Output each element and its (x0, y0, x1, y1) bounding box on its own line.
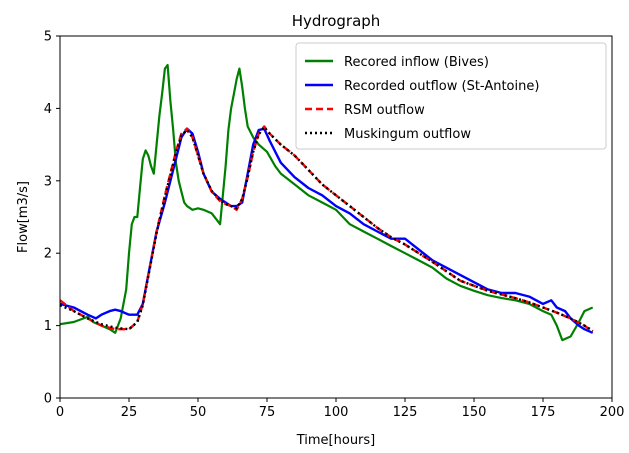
chart-title: Hydrograph (292, 12, 381, 30)
y-axis-label: Flow[m3/s] (16, 181, 31, 253)
legend-label-2: Recorded outflow (St-Antoine) (344, 79, 539, 94)
y-axis: 0 1 2 3 4 5 (44, 30, 60, 407)
plot-lines (59, 63, 594, 342)
legend-label-3: RSM outflow (344, 103, 425, 118)
x-axis: 0 25 50 75 100 125 150 175 200 (56, 398, 625, 420)
series-line-1 (59, 63, 594, 342)
legend-box (295, 42, 607, 150)
x-tick-label: 175 (531, 405, 556, 420)
legend-entries: Recored inflow (Bives) Recorded outflow (… (305, 55, 539, 142)
x-tick-label: 0 (56, 405, 64, 420)
x-tick-label: 125 (393, 405, 418, 420)
x-tick-label: 50 (190, 405, 207, 420)
y-tick-label: 5 (44, 30, 52, 45)
y-tick-label: 2 (44, 247, 52, 262)
x-tick-label: 150 (462, 405, 487, 420)
y-tick-label: 3 (44, 174, 52, 189)
x-tick-label: 200 (600, 405, 625, 420)
x-tick-label: 25 (121, 405, 138, 420)
x-tick-label: 100 (324, 405, 349, 420)
y-tick-label: 0 (44, 392, 52, 407)
x-tick-label: 75 (259, 405, 276, 420)
y-tick-label: 4 (44, 102, 52, 117)
series-line-2 (59, 127, 594, 334)
series-line-3 (59, 125, 594, 333)
y-tick-label: 1 (44, 319, 52, 334)
x-axis-label: Time[hours] (296, 433, 376, 448)
legend-label-4: Muskingum outflow (344, 127, 471, 142)
legend-label-1: Recored inflow (Bives) (344, 55, 489, 70)
series-line-4 (59, 125, 594, 332)
legend: Recored inflow (Bives) Recorded outflow (… (295, 42, 607, 150)
